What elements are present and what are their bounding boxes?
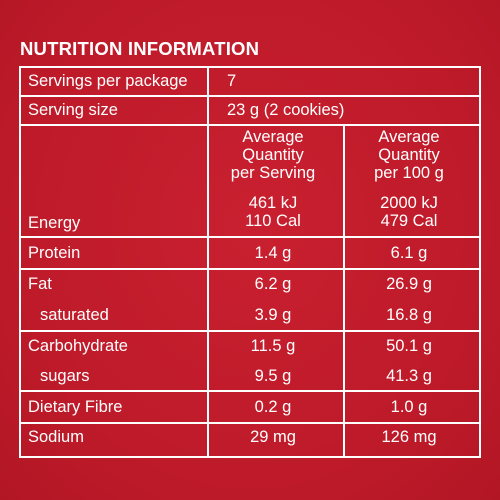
row-label-dietary-fibre: Dietary Fibre [28, 398, 123, 416]
sodium-per-serving: 29 mg [250, 428, 296, 446]
fat-per-100g: 26.9 g [386, 275, 432, 293]
row-label-protein: Protein [28, 244, 81, 262]
row-label-fat: Fat [28, 275, 52, 293]
value-line: 2000 kJ [380, 194, 438, 212]
carbohydrate-per-serving: 11.5 g [250, 337, 296, 355]
dietary-fibre-per-100g: 1.0 g [390, 398, 428, 416]
value-line: 110 Cal [245, 212, 301, 230]
column-divider [343, 124, 345, 458]
row-label-energy: Energy [28, 214, 81, 232]
energy-per-serving: 461 kJ 110 Cal [213, 194, 333, 230]
saturated-per-serving: 3.9 g [254, 306, 292, 324]
servings-per-package-value: 7 [227, 72, 237, 90]
row-label-sodium: Sodium [28, 428, 84, 446]
sodium-per-100g: 126 mg [381, 428, 437, 446]
header-line: per Serving [230, 164, 316, 182]
rule [19, 330, 481, 332]
sugars-per-serving: 9.5 g [254, 367, 292, 385]
rule [19, 236, 481, 238]
rule [19, 268, 481, 270]
column-divider [207, 66, 209, 458]
header-line: per 100 g [374, 164, 444, 182]
protein-per-serving: 1.4 g [254, 244, 292, 262]
row-label-carbohydrate: Carbohydrate [28, 337, 128, 355]
rule [19, 422, 481, 424]
panel-title: NUTRITION INFORMATION [20, 38, 260, 59]
saturated-per-100g: 16.8 g [386, 306, 432, 324]
servings-per-package-label: Servings per package [28, 72, 188, 90]
row-label-sugars: sugars [40, 367, 90, 385]
header-per-100g: Average Quantity per 100 g [349, 128, 469, 182]
header-line: Quantity [378, 146, 440, 164]
header-line: Quantity [242, 146, 304, 164]
fat-per-serving: 6.2 g [254, 275, 292, 293]
protein-per-100g: 6.1 g [390, 244, 428, 262]
dietary-fibre-per-serving: 0.2 g [254, 398, 292, 416]
value-line: 461 kJ [248, 194, 298, 212]
header-line: Average [242, 128, 304, 146]
nutrition-table [19, 66, 481, 458]
carbohydrate-per-100g: 50.1 g [386, 337, 432, 355]
rule [19, 124, 481, 126]
header-per-serving: Average Quantity per Serving [213, 128, 333, 182]
rule [19, 95, 481, 97]
serving-size-label: Serving size [28, 101, 118, 119]
sugars-per-100g: 41.3 g [386, 367, 432, 385]
value-line: 479 Cal [380, 212, 438, 230]
header-line: Average [378, 128, 440, 146]
row-label-saturated: saturated [40, 306, 109, 324]
rule [19, 390, 481, 392]
energy-per-100g: 2000 kJ 479 Cal [349, 194, 469, 230]
serving-size-value: 23 g (2 cookies) [227, 101, 345, 119]
